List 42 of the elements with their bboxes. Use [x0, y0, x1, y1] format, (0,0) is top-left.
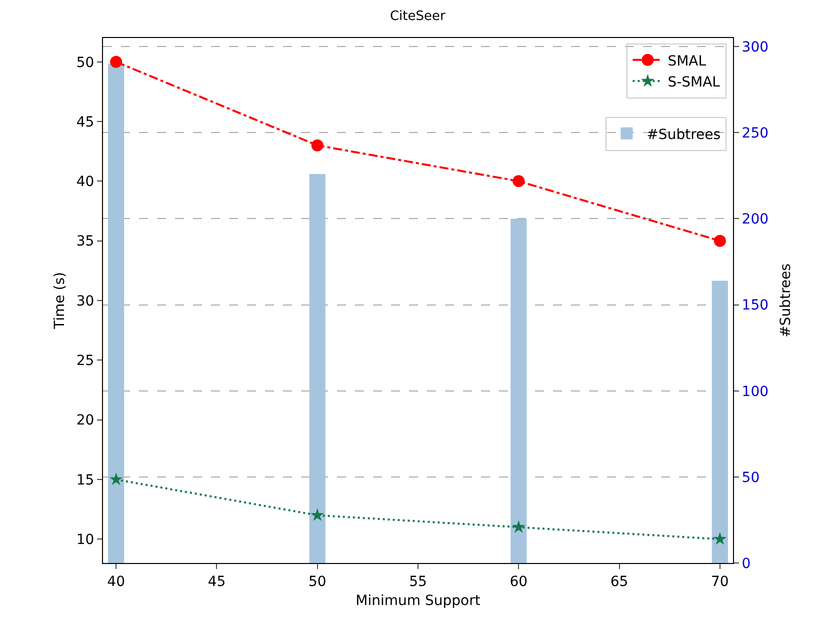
y-tick-label: 30: [76, 293, 94, 310]
x-tick-label: 50: [308, 574, 326, 590]
y-tick-label: 40: [76, 174, 94, 190]
x-tick-label: 60: [510, 574, 528, 590]
bar: [510, 218, 527, 563]
y-axis-title: Time (s): [52, 272, 68, 330]
y2-tick-label: 300: [742, 40, 769, 56]
y-tick-label: 50: [76, 54, 94, 71]
legend-label: S-SMAL: [668, 74, 720, 91]
bar: [309, 174, 326, 563]
bar: [712, 280, 728, 563]
y-tick-label: 10: [76, 532, 94, 548]
y2-tick-label: 200: [742, 212, 769, 228]
bar: [108, 64, 124, 563]
y-tick-label: 25: [76, 353, 94, 370]
x-tick-label: 40: [107, 574, 125, 590]
y2-tick-label: 150: [742, 298, 769, 314]
y2-tick-label: 100: [742, 384, 769, 400]
y-tick-label: 15: [76, 472, 94, 488]
point: [512, 520, 526, 533]
point: [713, 532, 727, 545]
x-tick-label: 45: [208, 574, 226, 590]
point: [714, 234, 726, 247]
point: [311, 139, 324, 152]
x-axis-title: Minimum Support: [356, 593, 481, 610]
y-tick-label: 45: [76, 114, 94, 130]
y2-tick-label: 0: [742, 556, 751, 572]
y2-axis-title: #Subtrees: [778, 264, 794, 338]
legend-label: #Subtrees: [646, 126, 721, 143]
x-tick-label: 55: [409, 574, 427, 590]
x-tick-label: 70: [711, 574, 729, 590]
point: [109, 472, 123, 486]
y-tick-label: 35: [76, 234, 94, 250]
x-tick-label: 65: [610, 574, 628, 590]
point: [512, 175, 525, 188]
chart-title: CiteSeer: [390, 9, 446, 24]
y2-tick-label: 250: [742, 126, 769, 142]
legend-label: SMAL: [668, 53, 706, 70]
y-tick-label: 20: [76, 412, 94, 429]
point: [110, 56, 122, 68]
point: [310, 508, 324, 521]
y2-tick-label: 50: [742, 470, 760, 486]
